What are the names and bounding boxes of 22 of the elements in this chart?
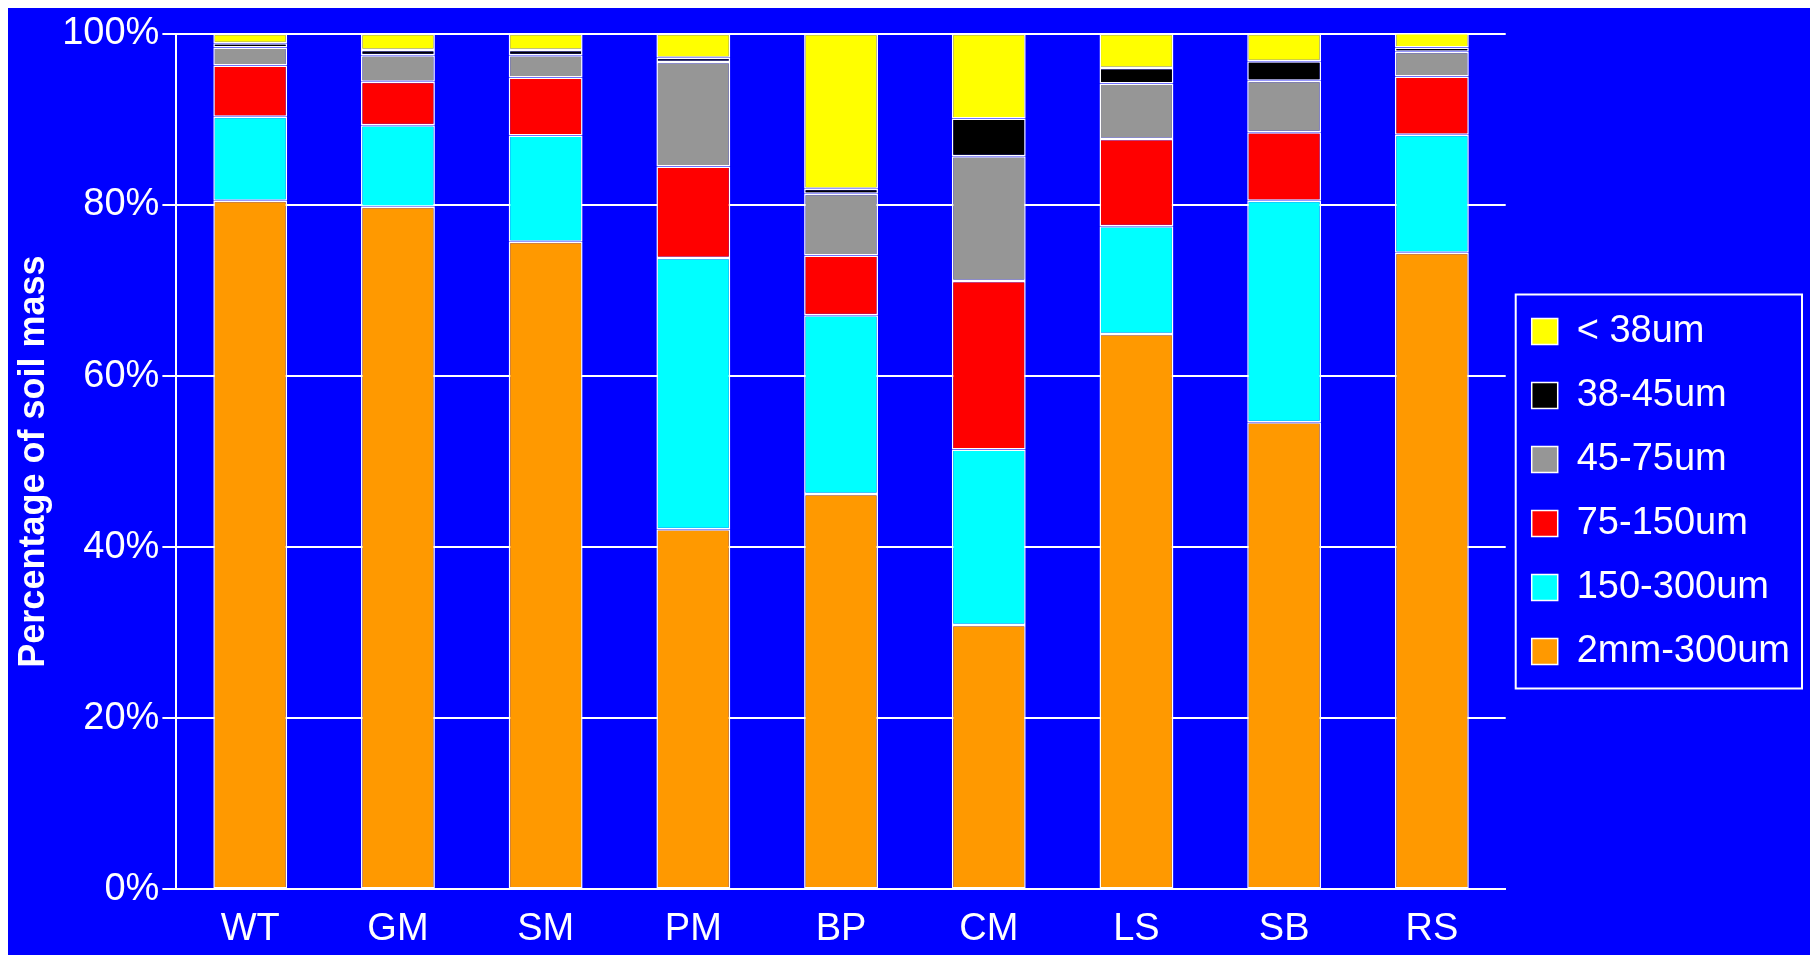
y-tick-label: 20% — [83, 694, 160, 737]
legend-label: < 38um — [1576, 307, 1705, 350]
legend-label: 150-300um — [1576, 563, 1769, 606]
x-tick-label: LS — [1113, 905, 1160, 948]
x-tick-label: CM — [959, 905, 1019, 948]
legend-label: 2mm-300um — [1576, 627, 1791, 670]
y-tick-label: 0% — [104, 865, 160, 908]
y-tick-label: 80% — [83, 181, 160, 224]
x-tick-label: PM — [664, 905, 722, 948]
x-tick-label: RS — [1405, 905, 1459, 948]
legend-label: 45-75um — [1576, 435, 1727, 478]
x-tick-label: BP — [815, 905, 867, 948]
y-tick-label: 60% — [83, 352, 160, 395]
x-tick-label: GM — [367, 905, 429, 948]
y-tick-label: 100% — [62, 10, 160, 53]
y-axis-title: Percentage of soil mass — [10, 255, 52, 668]
legend-label: 38-45um — [1576, 371, 1727, 414]
x-tick-label: WT — [220, 905, 280, 948]
legend-label: 75-150um — [1576, 499, 1748, 542]
y-tick-label: 40% — [83, 523, 160, 566]
x-tick-label: SM — [517, 905, 575, 948]
x-tick-label: SB — [1258, 905, 1310, 948]
